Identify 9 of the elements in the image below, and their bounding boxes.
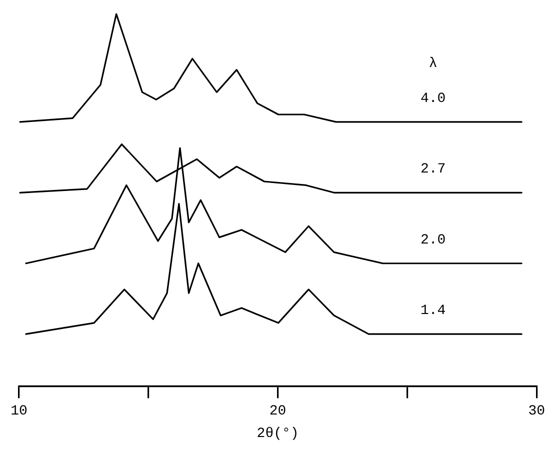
x-tick-label: 20 — [269, 403, 286, 420]
legend-title: λ — [428, 56, 438, 72]
series-label: 2.7 — [420, 162, 446, 178]
series-label: 1.4 — [420, 303, 446, 320]
x-axis-title: 2θ(°) — [256, 426, 299, 442]
x-tick-label: 10 — [10, 403, 28, 420]
series-label: 4.0 — [420, 90, 446, 107]
series-label: 2.0 — [420, 232, 446, 248]
x-tick-label: 30 — [528, 403, 546, 420]
